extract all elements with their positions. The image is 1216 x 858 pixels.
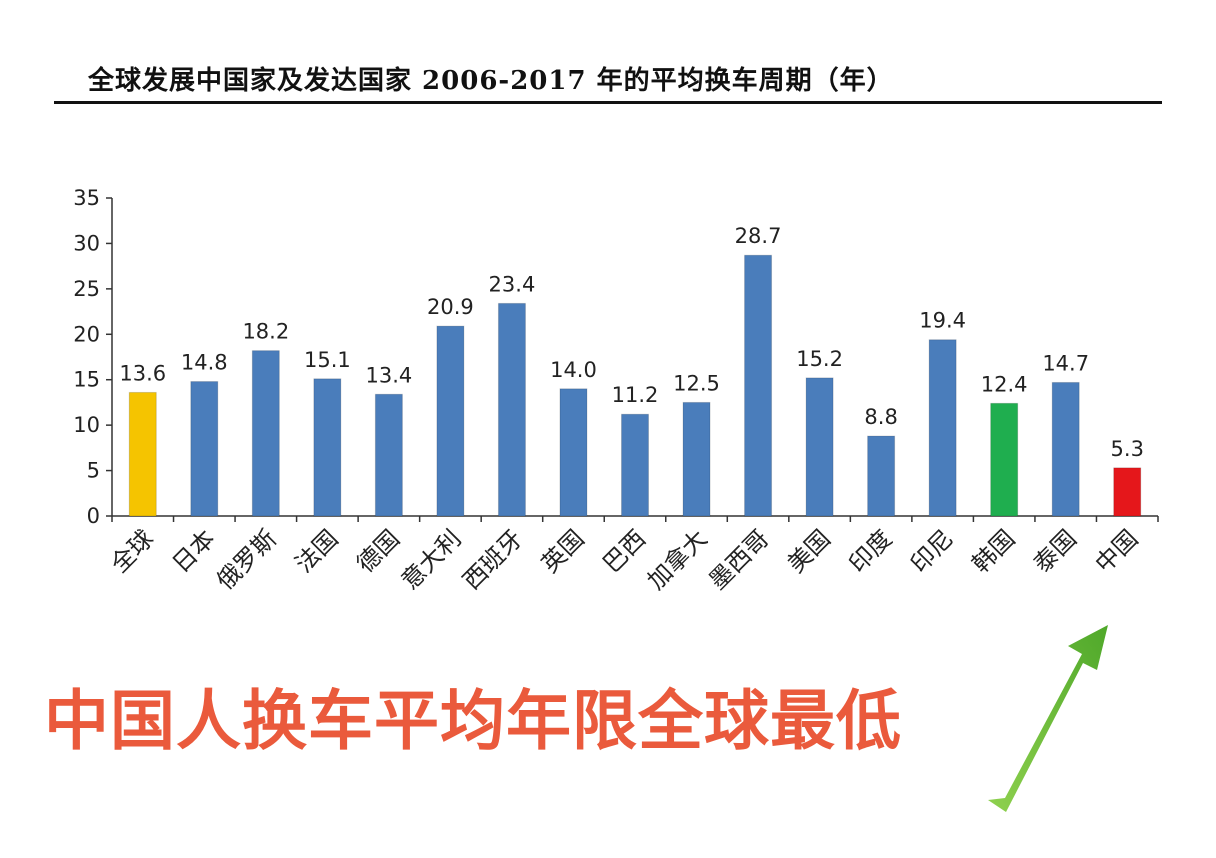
bar [1113, 467, 1142, 517]
bar-value-label: 28.7 [735, 224, 782, 248]
bar-value-label: 14.8 [181, 351, 228, 375]
bar [990, 402, 1019, 517]
bar [497, 302, 526, 517]
bar [744, 254, 773, 517]
annotation-text: 中国人换车平均年限全球最低 [44, 684, 903, 759]
bar-value-label: 18.2 [242, 320, 289, 344]
bar-value-label: 5.3 [1111, 437, 1144, 461]
y-tick-label: 10 [73, 413, 100, 437]
y-tick-label: 15 [73, 368, 100, 392]
bar [374, 393, 403, 517]
bar-value-label: 15.2 [796, 347, 843, 371]
bar-value-label: 20.9 [427, 295, 474, 319]
title-rule [54, 101, 1162, 104]
bar [190, 381, 219, 517]
bar-value-label: 15.1 [304, 348, 351, 372]
y-tick-label: 20 [73, 322, 100, 346]
arrow-shape [988, 625, 1108, 812]
bar [1051, 381, 1080, 517]
bar-value-label: 12.4 [981, 372, 1028, 396]
bar [682, 401, 711, 517]
bar-value-label: 13.6 [119, 361, 166, 385]
bar-value-label: 13.4 [365, 363, 412, 387]
bar [251, 350, 280, 517]
bar [559, 388, 588, 517]
chart-title: 全球发展中国家及发达国家 2006-2017 年的平均换车周期（年） [88, 66, 894, 96]
y-tick-label: 35 [73, 186, 100, 210]
bar [621, 413, 649, 517]
bar-value-label: 8.8 [864, 405, 897, 429]
bar [805, 377, 834, 517]
y-tick-label: 5 [87, 459, 100, 483]
bar [867, 435, 896, 517]
bar [928, 339, 957, 517]
bar-value-label: 23.4 [489, 272, 536, 296]
y-tick-label: 25 [73, 277, 100, 301]
bar [128, 391, 157, 517]
bar-value-label: 14.0 [550, 358, 597, 382]
bar-value-label: 19.4 [919, 309, 966, 333]
y-tick-label: 30 [73, 231, 100, 255]
bar [313, 378, 342, 517]
bar-value-label: 12.5 [673, 371, 720, 395]
bar-value-label: 14.7 [1042, 351, 1089, 375]
bar [436, 325, 465, 517]
y-tick-label: 0 [87, 504, 100, 528]
bar-value-label: 11.2 [612, 383, 659, 407]
